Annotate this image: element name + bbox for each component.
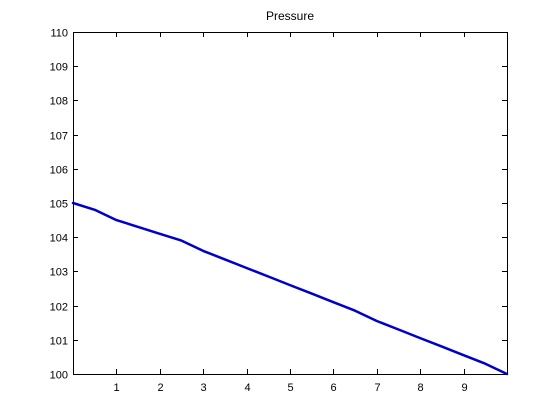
y-tick-label: 100 bbox=[50, 370, 68, 382]
x-tick-label: 9 bbox=[461, 382, 467, 394]
y-tick-label: 103 bbox=[50, 267, 68, 279]
y-tick-label: 110 bbox=[50, 28, 68, 40]
x-tick-label: 6 bbox=[330, 382, 336, 394]
x-axis: 1 2 3 4 5 6 7 8 9 bbox=[113, 32, 468, 394]
y-tick-label: 107 bbox=[50, 131, 68, 143]
x-tick-label: 5 bbox=[287, 382, 293, 394]
x-tick-label: 3 bbox=[200, 382, 206, 394]
x-tick-label: 4 bbox=[244, 382, 250, 394]
y-tick-label: 101 bbox=[50, 336, 68, 348]
y-tick-label: 105 bbox=[50, 199, 68, 211]
y-tick-label: 108 bbox=[50, 96, 68, 108]
y-tick-label: 102 bbox=[50, 302, 68, 314]
axes-box bbox=[73, 32, 508, 375]
series-line bbox=[71, 201, 509, 376]
y-tick-label: 109 bbox=[50, 62, 68, 74]
x-tick-label: 7 bbox=[374, 382, 380, 394]
x-tick-label: 1 bbox=[113, 382, 119, 394]
y-axis: 100 101 102 103 104 105 106 107 108 109 110 bbox=[50, 28, 507, 382]
series-layer bbox=[71, 201, 509, 376]
chart-title: Pressure bbox=[266, 9, 314, 23]
y-tick-label: 104 bbox=[50, 233, 68, 245]
plot-area bbox=[73, 32, 508, 375]
y-tick-label: 106 bbox=[50, 165, 68, 177]
x-tick-label: 8 bbox=[417, 382, 423, 394]
x-tick-label: 2 bbox=[157, 382, 163, 394]
